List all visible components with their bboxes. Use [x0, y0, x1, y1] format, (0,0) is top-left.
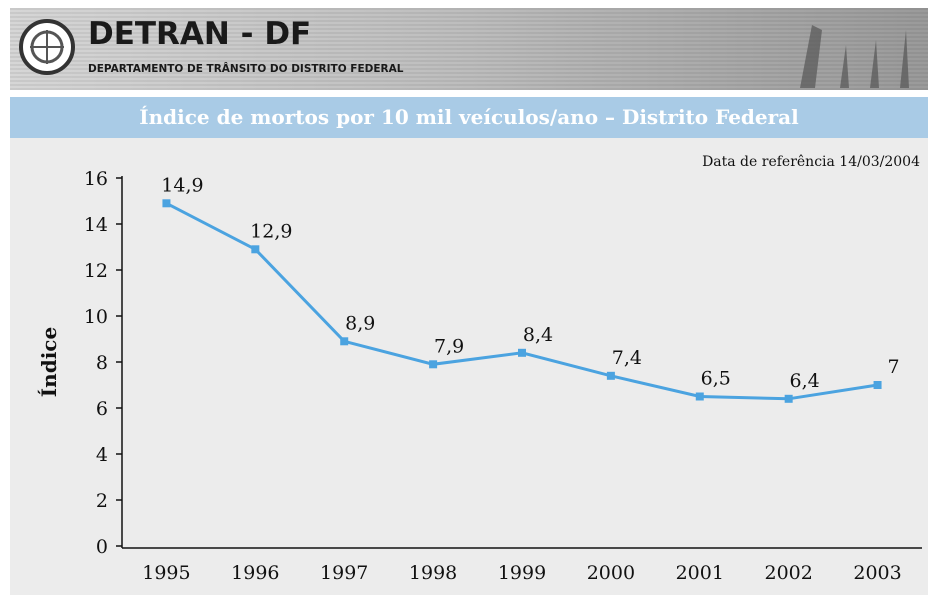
banner-monument [800, 25, 909, 88]
point [606, 371, 615, 380]
y-tick-label: 4 [96, 444, 108, 466]
data-label: 8,9 [345, 312, 375, 334]
x-tick-label: 2003 [853, 562, 901, 584]
title-bar [10, 97, 928, 138]
y-tick-label: 8 [96, 352, 108, 374]
point [251, 245, 260, 254]
data-label: 7,4 [612, 347, 642, 369]
header-subtitle: DEPARTAMENTO DE TRÂNSITO DO DISTRITO FED… [88, 62, 404, 75]
x-tick-label: 1995 [142, 562, 190, 584]
point [695, 392, 704, 401]
x-tick-label: 1996 [231, 562, 279, 584]
chart-bg [10, 138, 928, 595]
data-label: 7 [888, 356, 900, 378]
chart-title: Índice de mortos por 10 mil veículos/ano… [139, 105, 799, 129]
data-label: 14,9 [161, 174, 203, 196]
point [162, 199, 171, 208]
y-tick-label: 16 [84, 168, 108, 190]
data-label: 7,9 [434, 335, 464, 357]
banner: DETRAN - DF DEPARTAMENTO DE TRÂNSITO DO … [10, 8, 928, 90]
y-tick-label: 10 [84, 306, 108, 328]
point [518, 348, 526, 357]
y-tick-label: 6 [96, 398, 108, 420]
banner-texture [10, 8, 928, 90]
x-tick-label: 1998 [409, 562, 457, 584]
point [873, 381, 882, 389]
logo-cross [30, 30, 64, 64]
data-label: 12,9 [250, 220, 292, 242]
point [784, 394, 793, 403]
x-tick-label: 2001 [676, 562, 724, 584]
y-tick-label: 2 [96, 490, 108, 512]
data-label: 8,4 [523, 324, 553, 346]
x-tick-label: 2000 [587, 562, 635, 584]
y-axis-label: Índice [37, 327, 61, 397]
data-label: 6,5 [701, 368, 731, 390]
x-tick-label: 1997 [320, 562, 368, 584]
header-title: DETRAN - DF [88, 16, 311, 52]
x-tick-label: 1999 [498, 562, 546, 584]
x-tick-label: 2002 [764, 562, 812, 584]
y-tick-label: 12 [84, 260, 108, 282]
y-tick-label: 0 [96, 536, 108, 558]
point [429, 360, 438, 369]
data-label: 6,4 [790, 370, 820, 392]
y-tick-label: 14 [84, 214, 108, 236]
point [340, 337, 349, 346]
annotation: Data de referência 14/03/2004 [702, 154, 920, 170]
